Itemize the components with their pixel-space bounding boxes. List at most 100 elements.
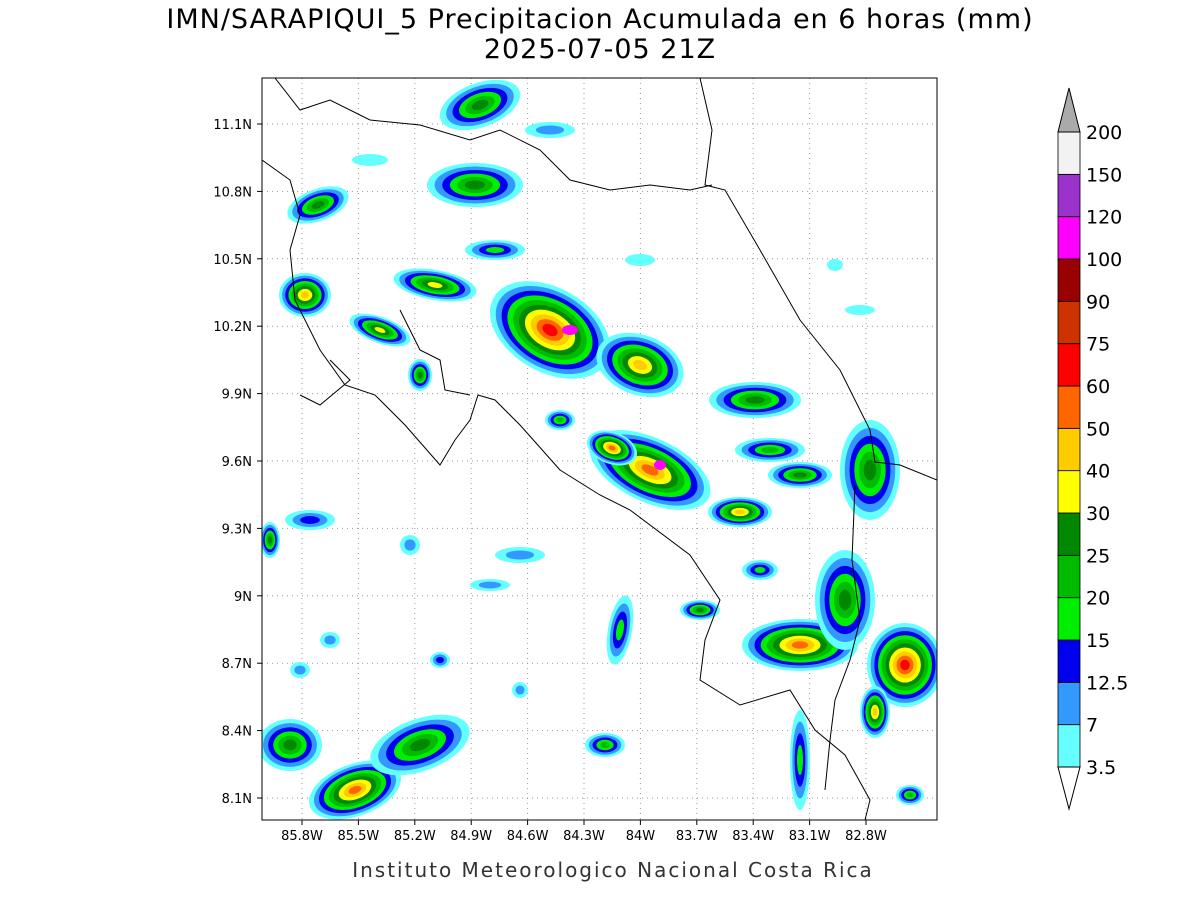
lat-label: 9.6N — [222, 455, 252, 470]
rain-cell — [535, 125, 565, 135]
lat-label: 9N — [234, 590, 252, 605]
rain-cell — [294, 665, 306, 675]
rain-cell — [633, 359, 647, 371]
colorbar-segment — [1057, 724, 1081, 768]
colorbar-label: 120 — [1086, 207, 1122, 229]
lat-label: 8.4N — [222, 725, 252, 740]
rain-cell — [625, 254, 655, 266]
footer: Instituto Meteorologico Nacional Costa R… — [352, 858, 874, 882]
rain-cell — [374, 327, 386, 333]
lat-label: 8.7N — [222, 657, 252, 672]
rain-cell — [641, 464, 659, 476]
coastlines — [262, 78, 937, 820]
lat-label: 9.3N — [222, 522, 252, 537]
precipitation-field — [262, 79, 937, 820]
lat-label: 11.1N — [213, 118, 252, 133]
coastline — [299, 359, 351, 406]
lat-label: 10.8N — [213, 185, 252, 200]
colorbar-segment — [1057, 470, 1081, 514]
colorbar-segment — [1057, 681, 1081, 726]
rain-cell — [863, 459, 877, 481]
rain-cell — [761, 447, 779, 453]
rain-cell — [608, 445, 616, 451]
rain-cell — [471, 99, 489, 111]
rain-cell — [695, 607, 705, 613]
rain-cell — [505, 550, 535, 560]
colorbar-label: 100 — [1086, 249, 1122, 271]
rain-cell — [267, 536, 273, 544]
colorbar-label: 40 — [1086, 461, 1110, 483]
border — [274, 78, 713, 191]
lon-label: 83.4W — [732, 829, 774, 844]
rain-cell — [734, 509, 746, 515]
rain-cell — [465, 180, 485, 190]
lon-label: 84.9W — [450, 829, 492, 844]
rain-cell — [906, 792, 914, 798]
lat-label: 10.2N — [213, 320, 252, 335]
rain-cell — [283, 739, 297, 751]
coastline — [262, 159, 871, 820]
colorbar-over — [1057, 87, 1081, 133]
rain-cell — [311, 201, 325, 209]
colorbar-segment — [1057, 343, 1081, 387]
lat-label: 10.5N — [213, 253, 252, 268]
rain-cell — [485, 246, 505, 254]
colorbar-segment — [1057, 554, 1081, 599]
rain-cell — [300, 291, 310, 299]
coastline — [699, 78, 937, 481]
rain-cell — [615, 619, 625, 641]
colorbar-under — [1057, 766, 1081, 811]
colorbar-label: 90 — [1086, 291, 1110, 313]
rain-cell — [791, 641, 809, 649]
colorbar-segment — [1057, 173, 1081, 218]
colorbar-label: 15 — [1086, 630, 1110, 652]
lon-label: 83.1W — [789, 829, 831, 844]
colorbar-label: 25 — [1086, 545, 1110, 567]
colorbar-label: 7 — [1086, 715, 1098, 737]
colorbar-label: 20 — [1086, 588, 1110, 610]
lat-label: 9.9N — [222, 388, 252, 403]
subtitle: 2025-07-05 21Z — [484, 34, 716, 65]
colorbar-segment — [1057, 258, 1081, 302]
rain-cell — [872, 707, 878, 717]
axis-labels: 11.1N 10.8N 10.5N 10.2N 9.9N 9.6N 9.3N 9N 8.7N 8.… — [213, 118, 887, 844]
colorbar-segment — [1057, 512, 1081, 556]
lon-label: 84.6W — [507, 829, 549, 844]
rain-cell — [654, 460, 666, 470]
rain-cell — [300, 516, 320, 524]
rain-cell — [900, 659, 910, 671]
colorbar-segment — [1057, 216, 1081, 260]
colorbar-label: 50 — [1086, 418, 1110, 440]
rain-cell — [754, 566, 766, 574]
lon-label: 85.2W — [394, 829, 436, 844]
rain-cell — [745, 396, 765, 404]
rain-cell — [478, 581, 502, 589]
rain-cell — [436, 656, 444, 664]
rain-cell — [796, 744, 804, 776]
rain-cell — [542, 323, 558, 337]
lon-label: 85.8W — [281, 829, 323, 844]
lon-label: 85.5W — [337, 829, 379, 844]
colorbar-label: 150 — [1086, 164, 1122, 186]
colorbar-label: 3.5 — [1086, 757, 1116, 779]
rain-cell — [845, 305, 875, 315]
colorbar-label: 75 — [1086, 334, 1110, 356]
rain-cell — [404, 539, 416, 551]
lon-label: 83.7W — [676, 829, 718, 844]
rain-cell — [793, 472, 807, 478]
coastline — [399, 309, 471, 396]
rain-cell — [417, 371, 423, 379]
colorbar-segment — [1057, 639, 1081, 683]
colorbar-label: 30 — [1086, 503, 1110, 525]
colorbar-label: 12.5 — [1086, 672, 1128, 694]
colorbar: 3.5 7 12.5 15 20 25 30 40 50 60 75 90 100 120 150 200 — [1057, 87, 1128, 811]
rain-cell — [324, 635, 336, 645]
rain-cell — [827, 259, 843, 271]
rain-cell — [515, 685, 525, 695]
colorbar-label: 60 — [1086, 376, 1110, 398]
rain-cell — [409, 738, 431, 752]
rain-cell — [352, 154, 388, 166]
colorbar-segment — [1057, 427, 1081, 472]
colorbar-segment — [1057, 300, 1081, 345]
